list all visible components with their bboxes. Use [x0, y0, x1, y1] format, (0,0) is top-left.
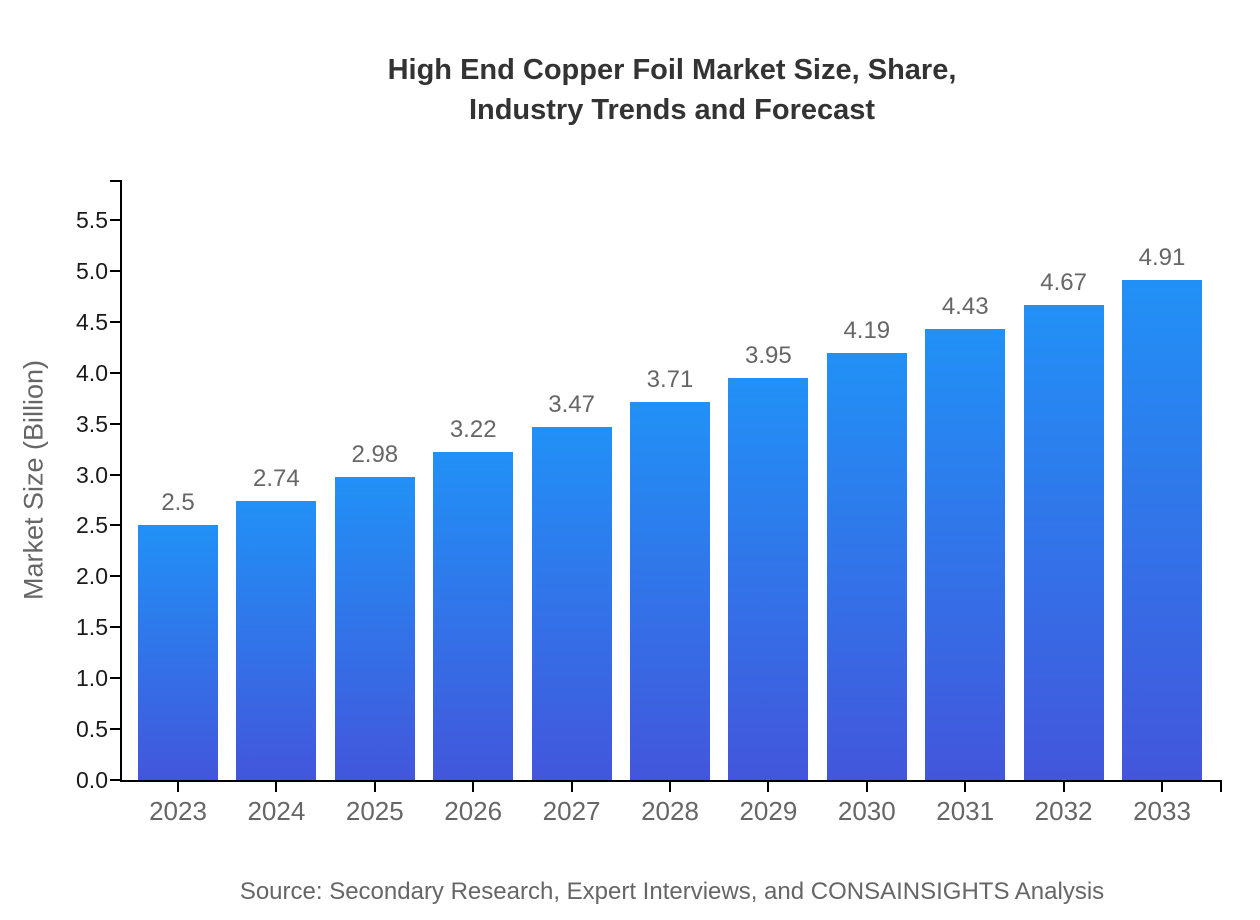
bar-value-label: 2.74	[253, 465, 300, 492]
y-tick	[110, 422, 120, 425]
bar-2030	[826, 353, 907, 780]
bar-2027	[531, 426, 612, 780]
x-tick	[177, 782, 179, 792]
source-note: Source: Secondary Research, Expert Inter…	[239, 878, 1105, 905]
y-tick	[110, 575, 120, 578]
x-tick-label: 2023	[149, 796, 207, 826]
bar-value-label: 3.47	[548, 390, 595, 418]
x-tick	[570, 782, 573, 792]
chart-title-line2: Industry Trends and Forecast	[468, 94, 876, 126]
y-tick	[110, 218, 120, 221]
y-tick-label: 5.5	[76, 206, 108, 233]
bar-2029	[728, 377, 809, 780]
x-axis-end-tick	[1220, 782, 1222, 792]
x-tick	[373, 782, 376, 792]
bar-2025	[334, 476, 415, 780]
bar-2024	[236, 501, 317, 780]
bar-2026	[433, 452, 514, 780]
y-tick-label: 0.0	[76, 767, 108, 793]
chart-title-line1: High End Copper Foil Market Size, Share,	[387, 54, 957, 86]
x-tick	[767, 782, 770, 792]
x-tick	[275, 782, 278, 792]
x-tick-label: 2031	[936, 796, 995, 826]
x-tick-label: 2028	[641, 796, 699, 826]
x-tick	[1161, 782, 1163, 792]
plot-area: 0.0 0.5 1.0 1.5 2.0 2.5 3.0 3.5 4.0 4.5 5.0 5.5 2.5 2…	[76, 180, 1222, 826]
x-tick-label: 2027	[542, 796, 601, 826]
bar-value-label: 3.95	[745, 341, 792, 369]
y-tick	[110, 371, 120, 374]
y-tick	[110, 524, 120, 527]
x-tick-label: 2033	[1133, 796, 1191, 826]
y-axis-end-tick	[110, 180, 120, 182]
x-tick	[964, 782, 967, 792]
x-tick	[472, 782, 475, 792]
bar-value-label: 4.19	[843, 317, 891, 345]
y-tick-label: 2.5	[76, 512, 108, 539]
y-axis-line	[120, 180, 122, 782]
y-tick-label: 2.0	[76, 563, 108, 590]
y-tick-label: 3.5	[76, 410, 108, 437]
bar-2023	[138, 525, 218, 780]
x-tick	[669, 782, 671, 792]
x-tick-label: 2030	[837, 796, 896, 826]
x-tick-label: 2029	[739, 796, 798, 826]
bar-value-label: 4.91	[1138, 244, 1186, 272]
y-tick-label: 1.5	[76, 614, 108, 641]
bar-value-label: 3.22	[449, 416, 497, 444]
y-tick	[110, 728, 120, 731]
bar-value-label: 2.98	[351, 440, 399, 468]
bar-value-label: 4.67	[1040, 268, 1087, 296]
x-tick-label: 2032	[1034, 796, 1093, 826]
x-axis-line	[120, 780, 1222, 782]
x-tick	[865, 782, 868, 792]
y-tick	[110, 320, 120, 323]
y-tick-label: 1.0	[76, 665, 108, 692]
chart-title: High End Copper Foil Market Size, Share,…	[122, 50, 1222, 130]
bar-2031	[925, 328, 1006, 780]
bar-value-label: 4.43	[941, 292, 989, 320]
x-tick-label: 2025	[345, 796, 404, 826]
y-tick-label: 3.0	[76, 461, 108, 488]
bar-2033	[1122, 280, 1202, 780]
y-tick	[110, 779, 120, 781]
y-tick	[110, 269, 120, 272]
y-tick-label: 5.0	[76, 257, 108, 284]
y-tick	[110, 473, 120, 476]
y-tick-label: 4.0	[76, 359, 108, 386]
bar-value-label: 2.5	[161, 489, 195, 517]
x-tick-label: 2024	[247, 796, 306, 826]
x-tick	[1062, 782, 1065, 792]
y-tick	[110, 677, 120, 680]
y-tick-label: 4.5	[76, 308, 108, 335]
bar-value-label: 3.71	[646, 366, 694, 394]
bar-2032	[1023, 304, 1104, 780]
bar-2028	[630, 402, 710, 780]
x-tick-label: 2026	[444, 796, 503, 826]
y-tick-label: 0.5	[76, 716, 108, 743]
y-tick	[110, 626, 120, 629]
